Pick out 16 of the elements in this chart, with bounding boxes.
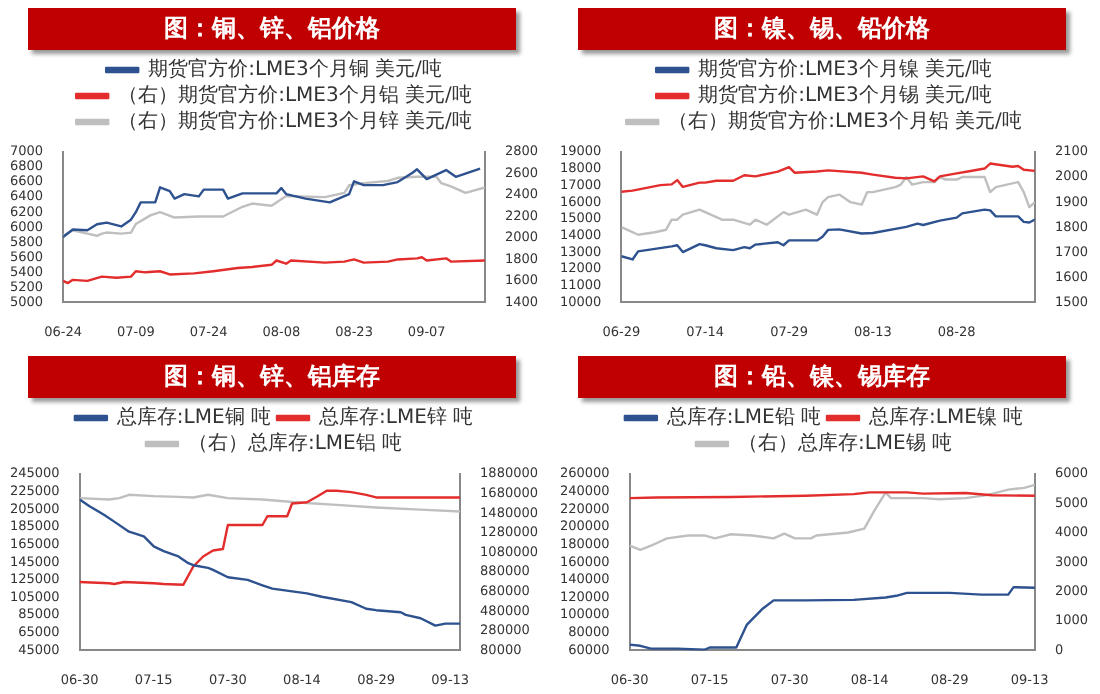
legend-label: （右）总库存:LME铝 吨 [187,431,403,456]
chart-title: 图：铅、镍、锡库存 [578,356,1066,398]
legend-label: 总库存:LME锌 吨 [317,405,474,430]
legend-label: （右）期货官方价:LME3个月铅 美元/吨 [668,109,1022,134]
legend-label: 期货官方价:LME3个月锡 美元/吨 [698,83,992,108]
legend-label: 总库存:LME镍 吨 [867,405,1024,430]
legend-label: 总库存:LME铜 吨 [114,405,272,430]
chart-title: 图：镍、锡、铅价格 [578,8,1066,50]
legend-label: 期货官方价:LME3个月铜 美元/吨 [148,57,442,82]
chart-title: 图：铜、锌、铝库存 [28,356,516,398]
chart-title: 图：铜、锌、铝价格 [28,8,516,50]
legend-label: （右）期货官方价:LME3个月铝 美元/吨 [118,83,472,108]
legend-label: （右）总库存:LME锡 吨 [737,431,953,456]
legend-label: 期货官方价:LME3个月镍 美元/吨 [698,57,992,82]
legend-label: （右）期货官方价:LME3个月锌 美元/吨 [118,109,472,134]
legend-label: 总库存:LME铅 吨 [664,405,822,430]
